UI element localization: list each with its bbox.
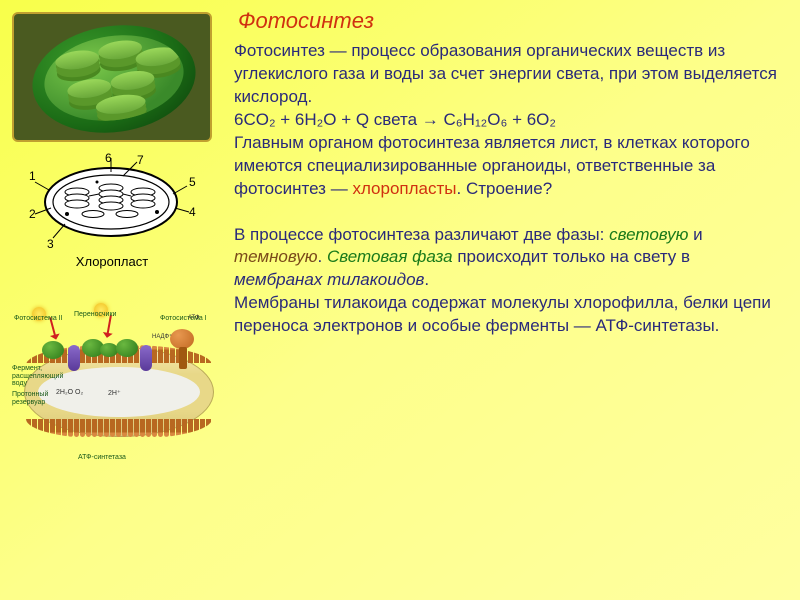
fig2-num-3: 3	[47, 237, 54, 251]
figure-thylakoid-membrane: Фермент, расщепляющий воду Протонный рез…	[12, 289, 222, 479]
fig3-label-ps2: Фотосистема II	[14, 315, 63, 323]
fig3-label-atpase: АТФ-синтетаза	[78, 454, 126, 462]
para2-and: и	[688, 225, 702, 244]
fig3-chem-proton: 2H⁺	[108, 389, 121, 397]
fig2-num-5: 5	[189, 175, 196, 189]
term-light: световую	[609, 225, 688, 244]
fig2-caption: Хлоропласт	[12, 254, 212, 269]
term-lightphase: Световая фаза	[327, 247, 453, 266]
fig2-num-1: 1	[29, 169, 36, 183]
fig2-num-7: 7	[137, 153, 144, 167]
para1c: . Строение?	[457, 179, 553, 198]
term-chloroplasts: хлоропласты	[352, 179, 456, 198]
para2a: В процессе фотосинтеза различают две фаз…	[234, 225, 609, 244]
equation: 6CO₂ + 6H₂O + Q света → C₆H₁₂O₆ + 6O₂	[234, 110, 556, 129]
fig2-num-2: 2	[29, 207, 36, 221]
fig3-label-carriers: Переносчики	[74, 311, 116, 319]
para2c: происходит только на свету в	[453, 247, 690, 266]
figure-chloroplast-3d	[12, 12, 212, 142]
para2d: .	[424, 270, 429, 289]
text-column: Фотосинтез Фотосинтез — процесс образова…	[234, 8, 780, 479]
para3: Мембраны тилакоида содержат молекулы хло…	[234, 293, 771, 335]
figure-chloroplast-labeled: 1 2 3 4 5 6 7 Хлоропласт	[12, 152, 212, 269]
para2b: .	[317, 247, 326, 266]
fig2-num-4: 4	[189, 205, 196, 219]
fig3-chem-water: 2H₂O O₂	[56, 389, 83, 396]
term-thylakoid: мембранах тилакоидов	[234, 270, 424, 289]
body-text: Фотосинтез — процесс образования органич…	[234, 40, 780, 338]
fig3-label-enzyme: Фермент, расщепляющий воду	[12, 365, 62, 388]
term-dark: темновую	[234, 247, 317, 266]
fig3-chem-nadp: НАДФ⁺	[152, 333, 172, 340]
figures-column: 1 2 3 4 5 6 7 Хлоропласт	[12, 8, 222, 479]
para1a: Фотосинтез — процесс образования органич…	[234, 41, 777, 106]
fig2-num-6: 6	[105, 152, 112, 165]
page-title: Фотосинтез	[238, 8, 780, 34]
fig3-chem-atp: АТФ	[188, 315, 200, 321]
